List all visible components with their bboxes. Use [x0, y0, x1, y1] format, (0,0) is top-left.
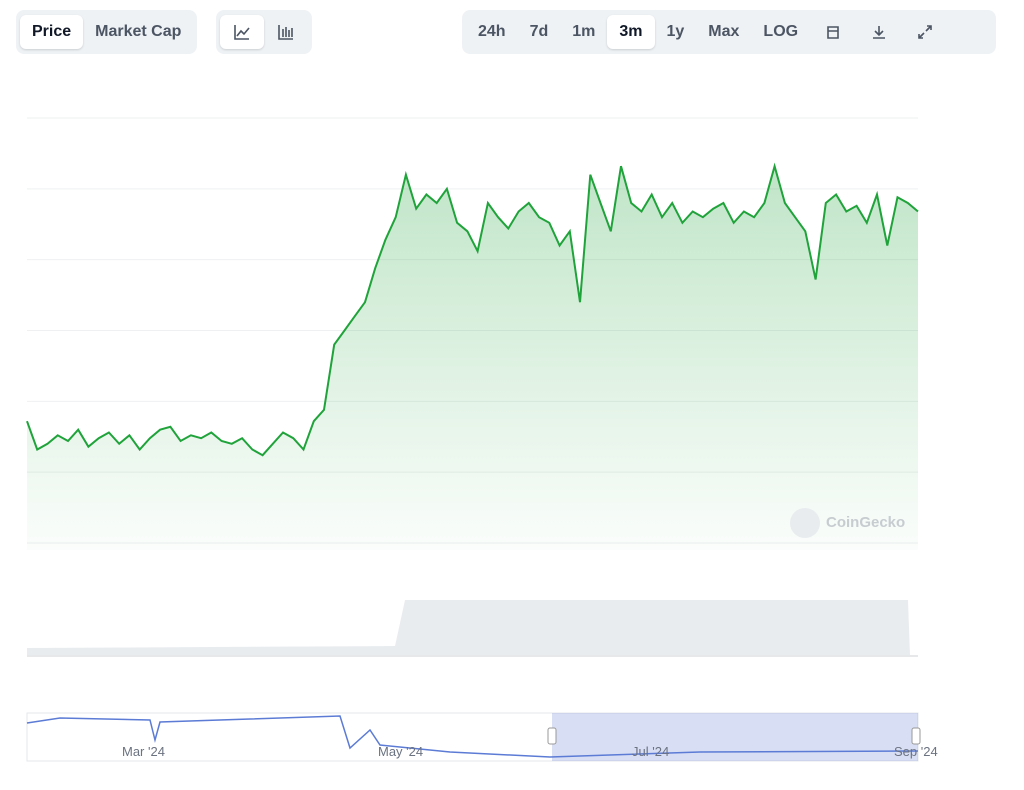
toolbar-button[interactable]: 24h [478, 23, 506, 40]
toolbar-button[interactable]: 1m [572, 23, 596, 40]
chart-type-toggle: $0.125$0.15$0.175$0.2$0.225$0.25$0.27520… [216, 10, 312, 54]
toolbar-button[interactable]: Max [708, 23, 740, 40]
toolbar-button[interactable]: 3m [607, 15, 655, 49]
volume-area [27, 600, 910, 655]
navigator-handle[interactable] [911, 727, 921, 745]
price-toggle: Price Market Cap [16, 10, 198, 54]
navigator-selection[interactable] [552, 713, 918, 761]
toolbar-button[interactable]: Price [20, 15, 84, 49]
price-line [26, 162, 919, 457]
icon [278, 25, 293, 40]
icon-button[interactable] [810, 15, 856, 49]
toolbar-button[interactable]: LOG [763, 23, 799, 40]
icon [873, 26, 886, 39]
icon [918, 25, 932, 39]
navigator-label: Jul '24 [632, 744, 669, 759]
icon-button[interactable] [856, 15, 902, 49]
navigator-label: Sep '24 [894, 744, 938, 759]
toolbar-button[interactable]: Market Cap [95, 23, 182, 40]
range-toggle: 24h 7d 1m 3m 1y Max LOG [462, 10, 996, 54]
watermark: CoinGecko [826, 514, 905, 531]
toolbar-button[interactable]: 7d [529, 23, 549, 40]
icon [827, 26, 839, 39]
watermark-logo [790, 508, 820, 538]
icon-button[interactable] [902, 15, 948, 49]
price-area [27, 166, 918, 550]
navigator-line [26, 715, 919, 758]
icon: $0.125$0.15$0.175$0.2$0.225$0.25$0.27520… [234, 25, 250, 40]
navigator [26, 712, 919, 762]
line-chart-button[interactable]: $0.125$0.15$0.175$0.2$0.225$0.25$0.27520… [220, 15, 264, 49]
navigator-label: Mar '24 [122, 744, 165, 759]
toolbar-button[interactable]: 1y [666, 23, 685, 40]
navigator-label: May '24 [378, 744, 423, 759]
candle-chart-button[interactable] [264, 15, 308, 49]
navigator-handle[interactable] [547, 727, 557, 745]
